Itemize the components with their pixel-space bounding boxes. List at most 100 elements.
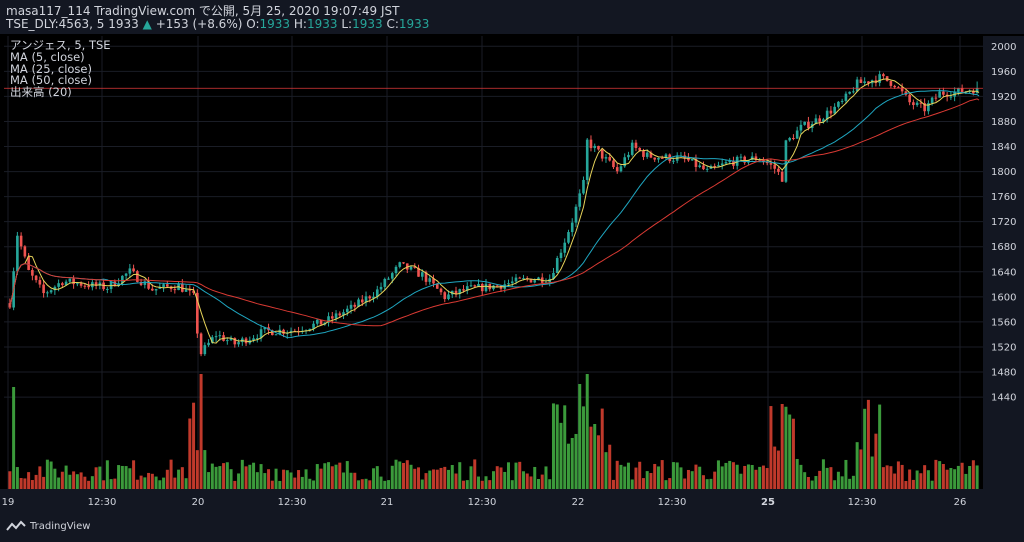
volume-bar <box>473 459 477 489</box>
volume-bar <box>94 467 98 489</box>
volume-bar <box>874 433 878 489</box>
price-axis[interactable]: 1440 1480 1520 1560 1600 1640 1680 1720 1760 1800… <box>983 36 1024 513</box>
volume-bar <box>623 466 627 489</box>
candle-body <box>394 266 398 274</box>
volume-bar <box>900 464 904 489</box>
volume-bar <box>713 471 717 489</box>
price-tick-label: 1440 <box>991 393 1016 404</box>
time-tick-label: 12:30 <box>278 497 307 508</box>
candle-body <box>634 142 638 148</box>
candle-body <box>443 292 447 300</box>
candle-body <box>360 299 364 303</box>
volume-bar <box>893 473 897 489</box>
candle-body <box>87 285 90 288</box>
candle-body <box>687 157 690 161</box>
volume-bar <box>855 442 859 489</box>
candle-body <box>833 106 836 114</box>
volume-bar <box>338 462 342 489</box>
candle-body <box>387 278 390 280</box>
volume-bar <box>949 467 953 489</box>
volume-bar <box>297 470 301 489</box>
volume-bar <box>327 462 331 489</box>
volume-bar <box>124 466 128 489</box>
volume-bar <box>113 478 117 489</box>
volume-bar <box>12 387 16 489</box>
candle-body <box>720 163 724 166</box>
time-axis[interactable]: 19 12:30 20 12:30 21 12:30 22 12:30 25 12:30 26 <box>0 489 1024 513</box>
candle-body <box>308 328 312 331</box>
candle-body <box>113 281 117 286</box>
volume-bar <box>784 406 788 489</box>
volume-bar <box>514 462 518 489</box>
volume-bar <box>492 471 495 489</box>
volume-bar <box>98 466 102 489</box>
legend-title[interactable]: アンジェス, 5, TSE <box>10 38 111 52</box>
candle-body <box>593 145 597 149</box>
candle-body <box>773 164 776 169</box>
legend-ma25[interactable]: MA (25, close) <box>10 61 92 76</box>
volume-bar <box>357 480 361 489</box>
candle-body <box>724 162 728 164</box>
volume-bar <box>551 403 555 489</box>
candle-body <box>852 91 855 93</box>
candle-body <box>289 330 293 333</box>
volume-bar <box>645 471 649 489</box>
volume-bar <box>139 475 143 489</box>
candle-body <box>657 157 660 160</box>
volume-bar <box>240 459 244 489</box>
volume-bar <box>364 478 368 489</box>
candle-body <box>807 121 810 128</box>
volume-bar <box>908 469 912 489</box>
candle-body <box>76 283 79 285</box>
candle-body <box>867 81 870 84</box>
price-tick-label: 1640 <box>991 267 1016 278</box>
high-value: 1933 <box>306 17 338 31</box>
volume-bar <box>529 476 533 489</box>
volume-bar <box>480 480 484 489</box>
volume-bar <box>203 450 207 489</box>
volume-bar <box>188 418 192 489</box>
candle-body <box>818 118 821 122</box>
moving-average-lines <box>9 78 980 344</box>
volume-bar <box>746 464 750 489</box>
candle-body <box>439 288 443 293</box>
candle-body <box>672 160 675 162</box>
legend-volume[interactable]: 出来高 (20) <box>10 85 72 100</box>
volume-bar <box>439 467 443 489</box>
volume-bar <box>105 460 109 489</box>
chart-footer <box>0 513 1024 542</box>
price-tick-label: 1520 <box>991 342 1016 353</box>
volume-bars <box>8 374 979 489</box>
candle-body <box>57 283 60 287</box>
volume-bar <box>544 466 548 489</box>
candle-body <box>462 289 465 291</box>
candle-body <box>42 284 45 294</box>
candle-body <box>499 285 503 289</box>
candle-body <box>837 101 840 107</box>
chart-header: masa117_114 TradingView.com で公開, 5月 25, … <box>0 0 1024 34</box>
volume-bar <box>773 446 777 489</box>
legend-ma50[interactable]: MA (50, close) <box>10 73 92 88</box>
candle-body <box>653 157 657 160</box>
volume-bar <box>315 464 319 489</box>
volume-bar <box>334 464 338 489</box>
volume-bar <box>638 461 642 489</box>
candle-body <box>957 88 960 92</box>
volume-bar <box>540 474 544 489</box>
candle-body <box>495 285 499 287</box>
up-arrow-icon: ▲ <box>142 17 152 31</box>
candle-body <box>263 327 267 330</box>
volume-bar <box>420 479 424 489</box>
volume-bar <box>915 470 919 489</box>
volume-bar <box>649 473 653 489</box>
legend-ma5[interactable]: MA (5, close) <box>10 49 85 64</box>
volume-bar <box>720 466 724 489</box>
tradingview-logo[interactable]: TradingView <box>6 520 90 532</box>
candle-body <box>799 124 803 131</box>
candle-body <box>121 275 124 284</box>
volume-bar <box>330 466 334 489</box>
volume-bar <box>596 435 600 489</box>
candlestick-chart[interactable]: 1933 1440 1480 1520 1560 1600 1640 1680 1720 176… <box>0 36 1024 513</box>
time-tick-label: 21 <box>381 497 394 508</box>
candle-body <box>615 167 619 172</box>
